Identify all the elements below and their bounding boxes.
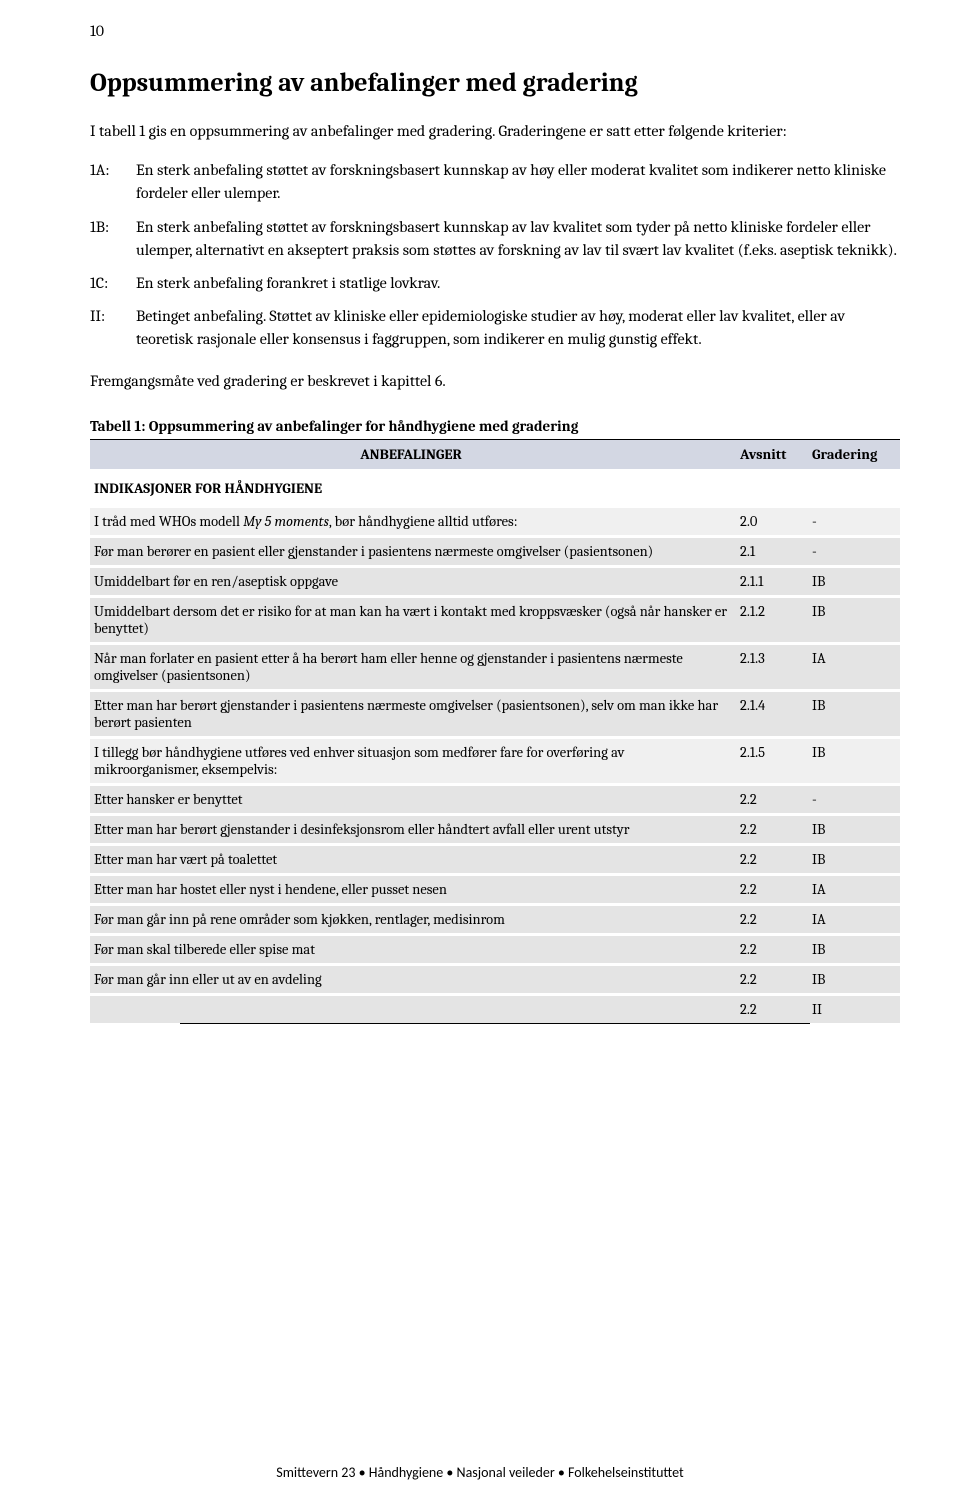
recommendations-table: ANBEFALINGER Avsnitt Gradering INDIKASJO… bbox=[90, 440, 900, 1023]
cell-avsnitt: 2.1.1 bbox=[736, 566, 808, 596]
table-row: 2.2II bbox=[90, 994, 900, 1023]
cell-avsnitt: 2.1.3 bbox=[736, 643, 808, 690]
footer: Smittevern 23 • Håndhygiene • Nasjonal v… bbox=[90, 1023, 900, 1024]
table-row: Umiddelbart dersom det er risiko for at … bbox=[90, 596, 900, 643]
table-row: Etter man har berørt gjenstander i desin… bbox=[90, 814, 900, 844]
cell-gradering: IA bbox=[808, 874, 900, 904]
cell-avsnitt: 2.2 bbox=[736, 934, 808, 964]
footer-divider bbox=[180, 1023, 810, 1024]
cell-gradering: - bbox=[808, 506, 900, 536]
cell-gradering: IB bbox=[808, 844, 900, 874]
definition-row: 1C:En sterk anbefaling forankret i statl… bbox=[90, 272, 900, 295]
cell-avsnitt: 2.1 bbox=[736, 536, 808, 566]
cell-anbefaling: Umiddelbart dersom det er risiko for at … bbox=[90, 596, 736, 643]
cell-anbefaling: Etter man har vært på toalettet bbox=[90, 844, 736, 874]
definitions-list: 1A:En sterk anbefaling støttet av forskn… bbox=[90, 159, 900, 351]
cell-anbefaling: Umiddelbart før en ren/aseptisk oppgave bbox=[90, 566, 736, 596]
definition-key: II: bbox=[90, 305, 136, 328]
definition-row: II:Betinget anbefaling. Støttet av klini… bbox=[90, 305, 900, 351]
cell-gradering: IB bbox=[808, 690, 900, 737]
cell-gradering: - bbox=[808, 536, 900, 566]
cell-anbefaling: Før man skal tilberede eller spise mat bbox=[90, 934, 736, 964]
intro-paragraph: I tabell 1 gis en oppsummering av anbefa… bbox=[90, 120, 900, 143]
cell-anbefaling: I tråd med WHOs modell My 5 moments, bør… bbox=[90, 506, 736, 536]
cell-anbefaling: Når man forlater en pasient etter å ha b… bbox=[90, 643, 736, 690]
cell-anbefaling: Etter hansker er benyttet bbox=[90, 784, 736, 814]
cell-avsnitt: 2.1.5 bbox=[736, 737, 808, 784]
table-row: I tråd med WHOs modell My 5 moments, bør… bbox=[90, 506, 900, 536]
cell-anbefaling: Etter man har berørt gjenstander i desin… bbox=[90, 814, 736, 844]
page-number: 10 bbox=[90, 22, 104, 40]
cell-gradering: IB bbox=[808, 964, 900, 994]
definition-value: Betinget anbefaling. Støttet av kliniske… bbox=[136, 305, 900, 351]
section-cell: INDIKASJONER FOR HÅNDHYGIENE bbox=[90, 470, 900, 506]
cell-gradering: IA bbox=[808, 904, 900, 934]
table-row: Etter man har hostet eller nyst i henden… bbox=[90, 874, 900, 904]
table-row: Før man skal tilberede eller spise mat2.… bbox=[90, 934, 900, 964]
table-caption: Tabell 1: Oppsummering av anbefalinger f… bbox=[90, 417, 900, 440]
definition-key: 1B: bbox=[90, 216, 136, 239]
definition-value: En sterk anbefaling støttet av forskning… bbox=[136, 216, 900, 262]
definition-value: En sterk anbefaling støttet av forskning… bbox=[136, 159, 900, 205]
cell-gradering: IB bbox=[808, 596, 900, 643]
footer-text: Smittevern 23 • Håndhygiene • Nasjonal v… bbox=[0, 1464, 960, 1481]
col-header-anbefalinger: ANBEFALINGER bbox=[90, 440, 736, 471]
cell-gradering: IB bbox=[808, 566, 900, 596]
cell-anbefaling bbox=[90, 994, 736, 1023]
col-header-gradering: Gradering bbox=[808, 440, 900, 471]
definition-row: 1B:En sterk anbefaling støttet av forskn… bbox=[90, 216, 900, 262]
table-row: Når man forlater en pasient etter å ha b… bbox=[90, 643, 900, 690]
cell-anbefaling: I tillegg bør håndhygiene utføres ved en… bbox=[90, 737, 736, 784]
cell-avsnitt: 2.2 bbox=[736, 844, 808, 874]
cell-avsnitt: 2.1.2 bbox=[736, 596, 808, 643]
definition-row: 1A:En sterk anbefaling støttet av forskn… bbox=[90, 159, 900, 205]
cell-gradering: IB bbox=[808, 934, 900, 964]
cell-gradering: II bbox=[808, 994, 900, 1023]
cell-gradering: IA bbox=[808, 643, 900, 690]
cell-gradering: IB bbox=[808, 737, 900, 784]
definition-key: 1A: bbox=[90, 159, 136, 182]
cell-anbefaling: Etter man har berørt gjenstander i pasie… bbox=[90, 690, 736, 737]
cell-anbefaling: Før man berører en pasient eller gjensta… bbox=[90, 536, 736, 566]
col-header-avsnitt: Avsnitt bbox=[736, 440, 808, 471]
table-row: Før man går inn eller ut av en avdeling2… bbox=[90, 964, 900, 994]
table-row: Etter hansker er benyttet2.2- bbox=[90, 784, 900, 814]
cell-avsnitt: 2.1.4 bbox=[736, 690, 808, 737]
page: 10 Oppsummering av anbefalinger med grad… bbox=[0, 0, 960, 1511]
cell-anbefaling: Før man går inn på rene områder som kjøk… bbox=[90, 904, 736, 934]
cell-anbefaling: Etter man har hostet eller nyst i henden… bbox=[90, 874, 736, 904]
cell-avsnitt: 2.2 bbox=[736, 904, 808, 934]
cell-gradering: - bbox=[808, 784, 900, 814]
table-row: I tillegg bør håndhygiene utføres ved en… bbox=[90, 737, 900, 784]
cell-anbefaling: Før man går inn eller ut av en avdeling bbox=[90, 964, 736, 994]
table-row: Etter man har vært på toalettet2.2IB bbox=[90, 844, 900, 874]
cell-avsnitt: 2.2 bbox=[736, 994, 808, 1023]
definition-key: 1C: bbox=[90, 272, 136, 295]
cell-avsnitt: 2.2 bbox=[736, 784, 808, 814]
cell-avsnitt: 2.2 bbox=[736, 964, 808, 994]
cell-gradering: IB bbox=[808, 814, 900, 844]
method-note: Fremgangsmåte ved gradering er beskrevet… bbox=[90, 370, 900, 393]
table-row: Før man går inn på rene områder som kjøk… bbox=[90, 904, 900, 934]
table-row: Etter man har berørt gjenstander i pasie… bbox=[90, 690, 900, 737]
cell-avsnitt: 2.0 bbox=[736, 506, 808, 536]
page-heading: Oppsummering av anbefalinger med graderi… bbox=[90, 68, 900, 98]
definition-value: En sterk anbefaling forankret i statlige… bbox=[136, 272, 900, 295]
cell-avsnitt: 2.2 bbox=[736, 874, 808, 904]
table-row: Før man berører en pasient eller gjensta… bbox=[90, 536, 900, 566]
cell-avsnitt: 2.2 bbox=[736, 814, 808, 844]
table-row: INDIKASJONER FOR HÅNDHYGIENE bbox=[90, 470, 900, 506]
table-row: Umiddelbart før en ren/aseptisk oppgave2… bbox=[90, 566, 900, 596]
